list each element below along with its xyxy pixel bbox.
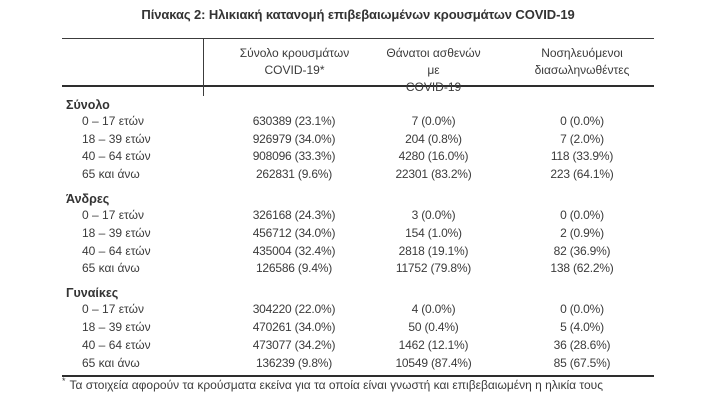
deaths-cell: 3 (0.0%) [411,208,456,223]
header-deaths-line2: COVID-19 [405,80,462,94]
intubated-cell: 2 (0.9%) [560,225,604,240]
deaths-cell: 7 (0.0%) [411,113,456,128]
deaths-cell: 4 (0.0%) [411,302,456,317]
group-label: Σύνολο [66,98,110,112]
table-row: 40 – 64 ετών 435004 (32.4%) 2818 (19.1%) 82… [62,242,654,260]
cases-cell: 926979 (34.0%) [252,131,336,146]
age-label-cell: 18 – 39 ετών [82,320,151,335]
group-label: Άνδρες [66,192,110,207]
header-intubated: Νοσηλευόμενοι διασωληνωθέντες [510,39,654,96]
intubated-cell: 0 (0.0%) [560,113,604,128]
age-label-cell: 65 και άνω [82,355,140,370]
deaths-cell: 50 (0.4%) [408,320,459,335]
header-cases: Σύνολο κρουσμάτων COVID-19* [203,39,385,96]
table-row: 65 και άνω 262831 (9.6%) 22301 (83.2%) 223 … [62,165,654,183]
cases-cell: 262831 (9.6%) [255,167,333,182]
table-row: 0 – 17 ετών 326168 (24.3%) 3 (0.0%) 0 (0.0%… [62,206,654,224]
group-header-row: Σύνολο [62,89,654,112]
header-cases-line1: Σύνολο κρουσμάτων [239,46,350,60]
age-label-cell: 40 – 64 ετών [82,149,151,164]
header-deaths: Θάνατοι ασθενών με COVID-19 [385,39,510,96]
deaths-cell: 204 (0.8%) [405,131,462,146]
header-empty-cell [62,39,203,96]
age-label-cell: 18 – 39 ετών [82,225,151,240]
age-label-cell: 40 – 64 ετών [82,243,151,258]
header-intubated-line1: Νοσηλευόμενοι [541,46,623,60]
table-row: 65 και άνω 136239 (9.8%) 10549 (87.4%) 85 (… [62,354,654,372]
table-body: Σύνολο 0 – 17 ετών 630389 (23.1%) 7 (0.0%) 0… [62,87,654,375]
table-row: 65 και άνω 126586 (9.4%) 11752 (79.8%) 138 … [62,260,654,278]
cases-cell: 470261 (34.0%) [252,320,336,335]
deaths-cell: 154 (1.0%) [405,225,462,240]
cases-cell: 630389 (23.1%) [252,113,336,128]
intubated-cell: 118 (33.9%) [550,149,614,164]
deaths-cell: 10549 (87.4%) [395,355,472,370]
cases-cell: 326168 (24.3%) [252,208,336,223]
cases-cell: 908096 (33.3%) [252,149,336,164]
age-label-cell: 40 – 64 ετών [82,337,151,352]
table-row: 18 – 39 ετών 926979 (34.0%) 204 (0.8%) 7 (2… [62,130,654,148]
deaths-cell: 22301 (83.2%) [395,167,472,182]
age-label-cell: 0 – 17 ετών [82,113,144,128]
table-row: 18 – 39 ετών 456712 (34.0%) 154 (1.0%) 2 (0… [62,224,654,242]
cases-cell: 456712 (34.0%) [252,225,336,240]
header-cases-line2: COVID-19* [264,63,325,77]
deaths-cell: 1462 (12.1%) [398,337,469,352]
table-row: 0 – 17 ετών 304220 (22.0%) 4 (0.0%) 0 (0.0%… [62,300,654,318]
cases-cell: 473077 (34.2%) [252,337,336,352]
table-title: Πίνακας 2: Ηλικιακή κατανομή επιβεβαιωμέ… [141,7,575,22]
cases-cell: 435004 (32.4%) [252,243,336,258]
covid-age-table: Σύνολο κρουσμάτων COVID-19* Θάνατοι ασθε… [62,38,654,377]
cases-cell: 304220 (22.0%) [252,302,336,317]
intubated-cell: 223 (64.1%) [550,167,614,182]
table-header-row: Σύνολο κρουσμάτων COVID-19* Θάνατοι ασθε… [62,38,654,96]
deaths-cell: 4280 (16.0%) [398,149,469,164]
age-label-cell: 65 και άνω [82,261,140,276]
intubated-cell: 5 (4.0%) [560,320,604,335]
group-header-row: Άνδρες [62,183,654,206]
table-row: 40 – 64 ετών 908096 (33.3%) 4280 (16.0%) 11… [62,148,654,166]
group-label: Γυναίκες [66,286,119,301]
footnote: * Τα στοιχεία αφορούν τα κρούσματα εκείνα… [62,376,662,392]
footnote-asterisk: * [62,376,66,386]
intubated-cell: 7 (2.0%) [560,131,604,146]
deaths-cell: 11752 (79.8%) [395,261,472,276]
intubated-cell: 36 (28.6%) [553,337,611,352]
intubated-cell: 82 (36.9%) [553,243,611,258]
age-label-cell: 0 – 17 ετών [82,208,144,223]
age-label-cell: 18 – 39 ετών [82,131,151,146]
cases-cell: 126586 (9.4%) [255,261,333,276]
intubated-cell: 138 (62.2%) [550,261,614,276]
table-row: 18 – 39 ετών 470261 (34.0%) 50 (0.4%) 5 (4.… [62,318,654,336]
intubated-cell: 85 (67.5%) [553,355,611,370]
age-label-cell: 0 – 17 ετών [82,302,144,317]
table-row: 0 – 17 ετών 630389 (23.1%) 7 (0.0%) 0 (0.0%… [62,112,654,130]
intubated-cell: 0 (0.0%) [560,208,604,223]
header-intubated-line2: διασωληνωθέντες [534,63,630,77]
deaths-cell: 2818 (19.1%) [398,243,469,258]
group-header-row: Γυναίκες [62,277,654,300]
footnote-text: Τα στοιχεία αφορούν τα κρούσματα εκείνα … [69,378,603,392]
intubated-cell: 0 (0.0%) [560,302,604,317]
cases-cell: 136239 (9.8%) [255,355,333,370]
table-row: 40 – 64 ετών 473077 (34.2%) 1462 (12.1%) 36… [62,336,654,354]
age-label-cell: 65 και άνω [82,167,140,182]
header-deaths-line1: Θάνατοι ασθενών με [386,46,481,77]
